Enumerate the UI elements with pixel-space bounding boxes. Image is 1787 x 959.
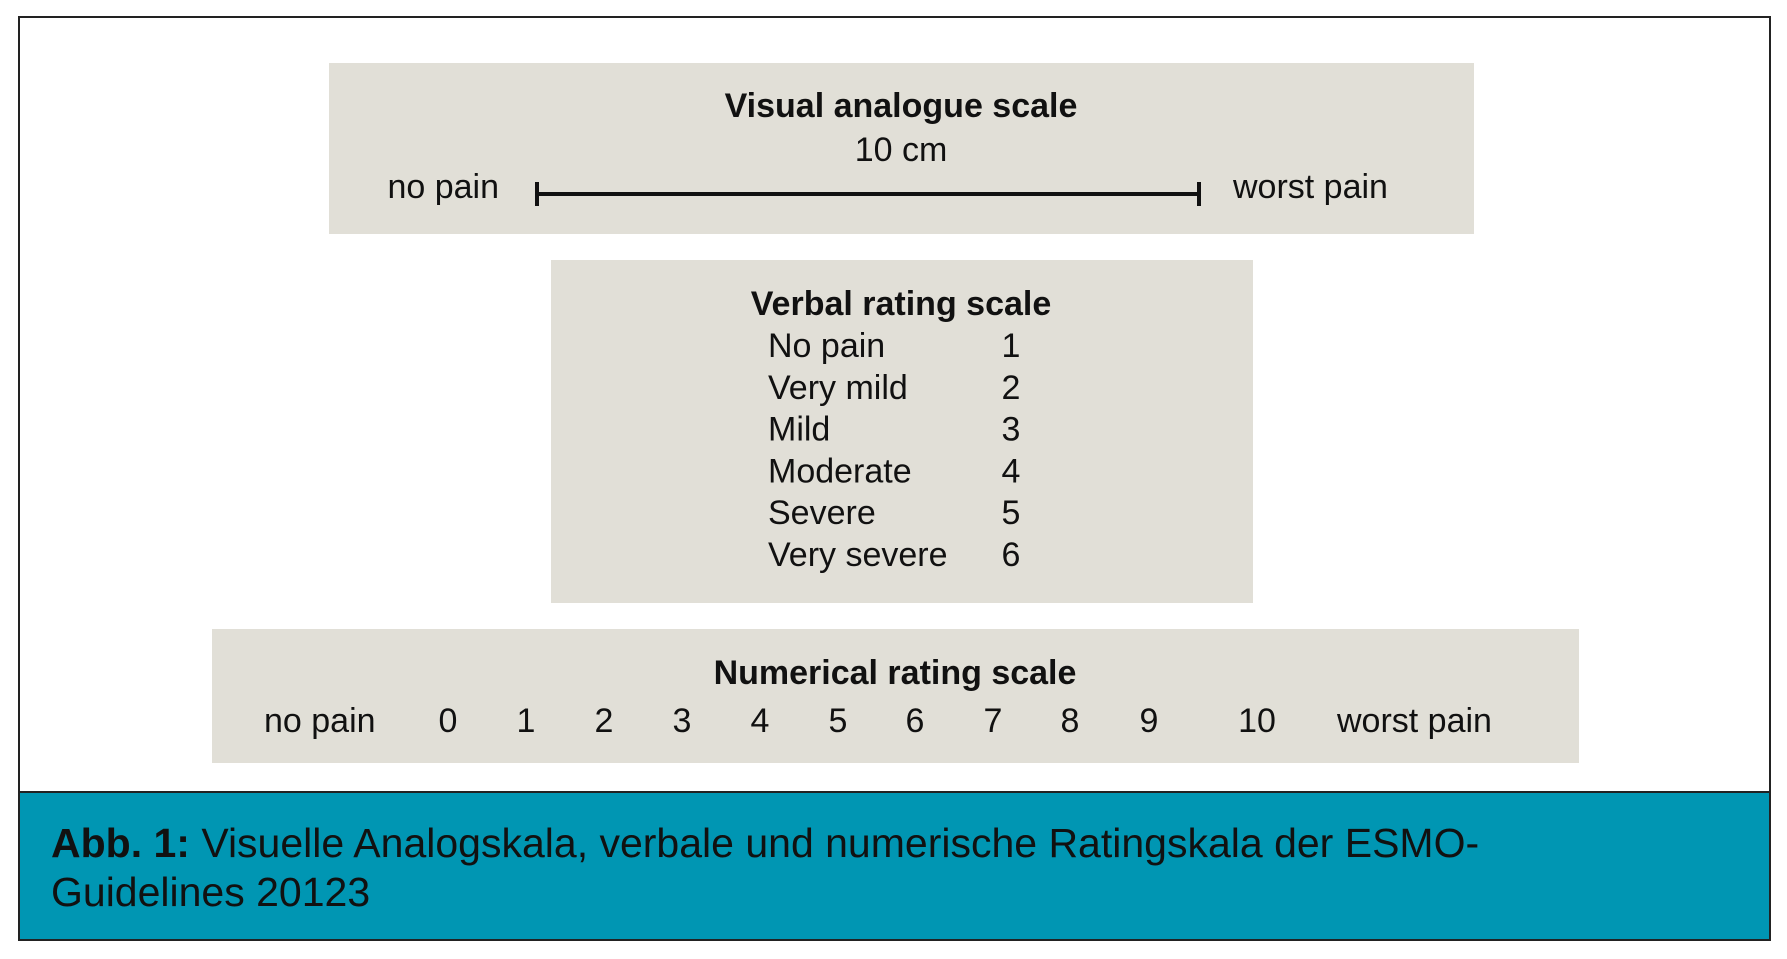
vas-length: 10 cm bbox=[855, 131, 948, 169]
nrs-value: 4 bbox=[751, 702, 770, 740]
nrs-title: Numerical rating scale bbox=[714, 654, 1077, 692]
vrs-value: 1 bbox=[1002, 327, 1021, 365]
vrs-label: Very severe bbox=[768, 536, 948, 574]
nrs-box bbox=[212, 629, 1579, 763]
vrs-label: Severe bbox=[768, 494, 876, 532]
nrs-value: 0 bbox=[439, 702, 458, 740]
nrs-value: 7 bbox=[984, 702, 1003, 740]
vrs-value: 3 bbox=[1002, 411, 1021, 449]
nrs-value: 9 bbox=[1140, 702, 1159, 740]
vrs-label: Moderate bbox=[768, 452, 912, 490]
vrs-label: Mild bbox=[768, 411, 830, 449]
vrs-label: No pain bbox=[768, 327, 885, 365]
nrs-value: 10 bbox=[1238, 702, 1276, 740]
nrs-value: 5 bbox=[829, 702, 848, 740]
vrs-value: 4 bbox=[1002, 452, 1021, 490]
nrs-value: 6 bbox=[906, 702, 925, 740]
vrs-value: 2 bbox=[1002, 369, 1021, 407]
vas-box bbox=[329, 63, 1474, 234]
nrs-value: 8 bbox=[1061, 702, 1080, 740]
vrs-label: Very mild bbox=[768, 369, 908, 407]
vrs-value: 6 bbox=[1002, 536, 1021, 574]
vas-line bbox=[535, 182, 1201, 206]
caption-text: Visuelle Analogskala, verbale und numeri… bbox=[51, 820, 1480, 915]
vas-right: worst pain bbox=[1232, 168, 1388, 206]
vrs-value: 5 bbox=[1002, 494, 1021, 532]
vrs-box bbox=[551, 260, 1253, 603]
vas-left: no pain bbox=[387, 168, 499, 206]
vrs-title: Verbal rating scale bbox=[751, 285, 1052, 323]
nrs-value: 2 bbox=[595, 702, 614, 740]
vas-title: Visual analogue scale bbox=[725, 87, 1078, 125]
caption: Abb. 1: Visuelle Analogskala, verbale un… bbox=[51, 819, 1601, 917]
nrs-right: worst pain bbox=[1336, 702, 1492, 740]
nrs-value: 1 bbox=[517, 702, 536, 740]
caption-label: Abb. 1: bbox=[51, 820, 190, 866]
nrs-value: 3 bbox=[673, 702, 692, 740]
caption-band bbox=[18, 791, 1771, 941]
nrs-left: no pain bbox=[264, 702, 376, 740]
